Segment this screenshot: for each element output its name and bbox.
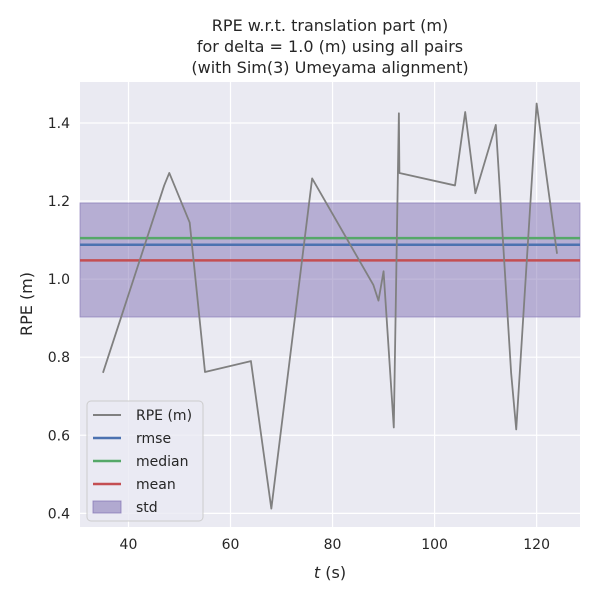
legend-std-swatch — [92, 500, 122, 514]
stat-lines — [80, 236, 580, 262]
series-point-2 — [168, 172, 170, 174]
x-tick-label-2: 80 — [324, 537, 342, 553]
series-point-12 — [398, 112, 400, 114]
y-tick-label-0: 0.4 — [48, 506, 70, 522]
legend: RPE (m) rmse median mean std — [86, 400, 204, 522]
x-tick-label-4: 120 — [523, 537, 550, 553]
legend-rmse-label: rmse — [136, 431, 171, 447]
series-point-18 — [510, 372, 512, 374]
x-tick-label-3: 100 — [421, 537, 448, 553]
series-point-7 — [311, 178, 313, 180]
legend-std-label: std — [136, 500, 158, 516]
x-tick-labels: 40 60 80 100 120 — [120, 537, 550, 553]
series-point-10 — [383, 270, 385, 272]
series-line-0 — [102, 102, 558, 510]
series-point-17 — [495, 124, 497, 126]
y-tick-label-1: 0.6 — [48, 428, 70, 444]
series-point-0 — [102, 372, 104, 374]
x-axis-label-unit: (s) — [320, 563, 346, 582]
series-layer — [102, 102, 558, 510]
series-point-16 — [475, 192, 477, 194]
chart-title-line-2: for delta = 1.0 (m) using all pairs — [197, 37, 463, 56]
series-point-9 — [378, 300, 380, 302]
series-point-14 — [454, 185, 456, 187]
y-tick-labels: 0.4 0.6 0.8 1.0 1.2 1.4 — [48, 116, 70, 522]
legend-mean-label: mean — [136, 477, 176, 493]
series-point-4 — [204, 371, 206, 373]
series-point-21 — [556, 253, 558, 255]
series-point-15 — [464, 111, 466, 113]
chart-title-line-1: RPE w.r.t. translation part (m) — [212, 16, 448, 35]
chart-title-line-3: (with Sim(3) Umeyama alignment) — [191, 58, 468, 77]
legend-box — [86, 400, 204, 522]
series-point-20 — [536, 103, 538, 105]
series-point-5 — [250, 360, 252, 362]
series-point-13 — [398, 172, 400, 174]
y-tick-label-3: 1.0 — [48, 272, 70, 288]
x-axis-label-var: t — [314, 563, 321, 582]
series-point-11 — [393, 427, 395, 429]
legend-median-label: median — [136, 454, 188, 470]
legend-rpe-label: RPE (m) — [136, 408, 192, 424]
y-tick-label-4: 1.2 — [48, 194, 70, 210]
series-point-8 — [372, 284, 374, 286]
y-tick-label-5: 1.4 — [48, 116, 70, 132]
x-tick-label-0: 40 — [120, 537, 138, 553]
series-point-19 — [515, 429, 517, 431]
x-axis-label: t (s) — [314, 563, 346, 582]
series-point-3 — [189, 222, 191, 224]
series-point-1 — [163, 185, 165, 187]
y-axis-label: RPE (m) — [17, 272, 36, 336]
x-tick-label-1: 60 — [222, 537, 240, 553]
y-tick-label-2: 0.8 — [48, 350, 70, 366]
series-point-6 — [270, 508, 272, 510]
